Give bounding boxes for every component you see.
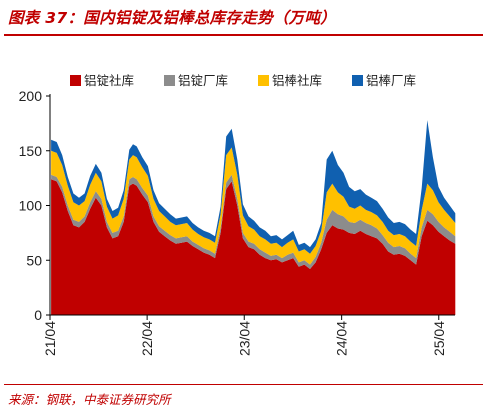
x-tick-label-0: 21/04 bbox=[42, 321, 58, 356]
y-tick-label-0: 0 bbox=[34, 307, 42, 323]
legend: 铝锭社库 铝锭厂库 铝棒社库 铝棒厂库 bbox=[70, 73, 416, 88]
legend-label-0: 铝锭社库 bbox=[84, 73, 134, 88]
y-tick-label-4: 200 bbox=[19, 88, 43, 104]
legend-label-1: 铝锭厂库 bbox=[178, 73, 228, 88]
chart-axes: 0 50 100 150 200 21/04 22/04 23/04 24/04 25/04 bbox=[19, 88, 455, 356]
area-series-0 bbox=[51, 179, 456, 315]
area-series-3 bbox=[51, 120, 456, 254]
source-note: 来源：钢联，中泰证券研究所 bbox=[8, 392, 171, 407]
y-tick-label-3: 150 bbox=[19, 143, 43, 159]
footer-rule bbox=[4, 384, 483, 385]
x-tick-label-1: 22/04 bbox=[139, 321, 155, 356]
x-tick-label-3: 24/04 bbox=[334, 321, 350, 356]
legend-swatch-1 bbox=[164, 75, 175, 86]
legend-swatch-0 bbox=[70, 75, 81, 86]
page-title: 图表 37：国内铝锭及铝棒总库存走势（万吨） bbox=[8, 9, 337, 27]
title-rule bbox=[4, 34, 483, 36]
legend-label-2: 铝棒社库 bbox=[272, 73, 322, 88]
legend-label-3: 铝棒厂库 bbox=[366, 73, 416, 88]
area-series-2 bbox=[51, 147, 456, 265]
chart-areas bbox=[51, 120, 456, 315]
x-tick-label-4: 25/04 bbox=[431, 321, 447, 356]
legend-swatch-2 bbox=[258, 75, 269, 86]
y-tick-label-2: 100 bbox=[19, 198, 43, 214]
area-series-1 bbox=[51, 174, 456, 269]
x-tick-label-2: 23/04 bbox=[236, 321, 252, 356]
legend-swatch-3 bbox=[352, 75, 363, 86]
chart: 铝锭社库 铝锭厂库 铝棒社库 铝棒厂库 0 50 100 150 200 21/04 22/04 2… bbox=[19, 73, 456, 356]
y-tick-label-1: 50 bbox=[26, 252, 42, 268]
